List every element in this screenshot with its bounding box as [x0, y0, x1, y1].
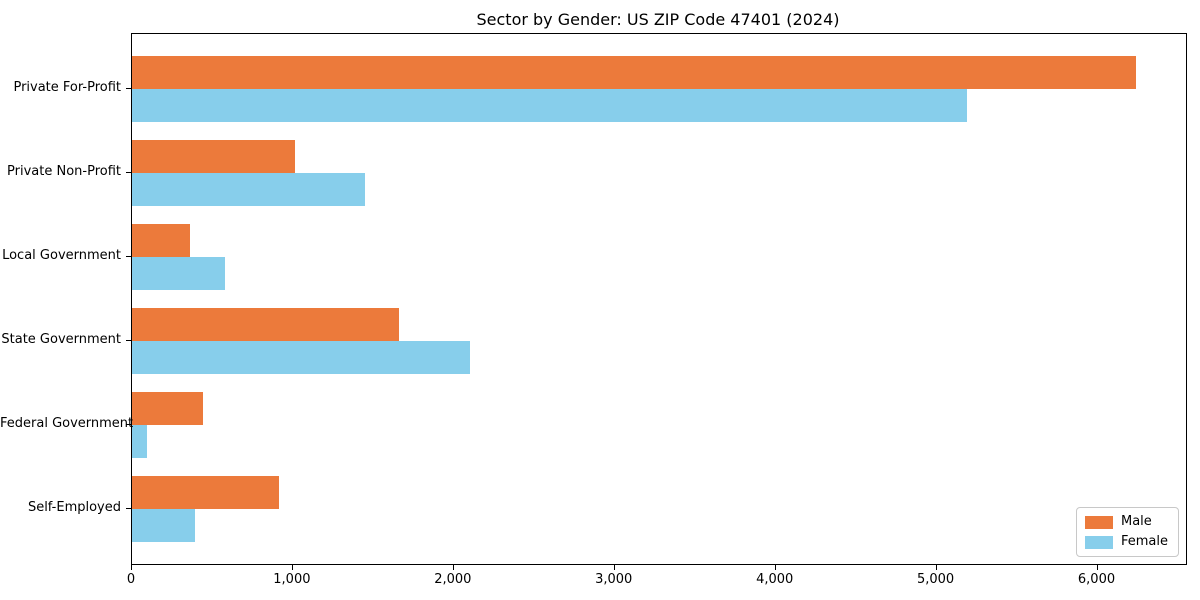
- y-axis-label-private-for-profit: Private For-Profit: [13, 80, 121, 95]
- x-tick-label: 3,000: [595, 572, 633, 587]
- chart-title: Sector by Gender: US ZIP Code 47401 (202…: [476, 10, 840, 29]
- y-axis-label-state-government: State Government: [1, 332, 121, 347]
- bar-female-federal-government: [132, 425, 148, 458]
- bar-male-federal-government: [132, 392, 203, 425]
- x-tick-label: 6,000: [1077, 572, 1116, 587]
- bar-female-private-non-profit: [132, 173, 366, 206]
- legend-label-female: Female: [1120, 534, 1168, 549]
- legend: Male Female: [1075, 507, 1179, 557]
- x-tick-mark: [935, 565, 937, 570]
- x-tick-label: 5,000: [916, 572, 955, 587]
- bar-female-state-government: [132, 341, 470, 374]
- x-tick-mark: [613, 565, 615, 570]
- x-tick-label: 1,000: [273, 572, 311, 587]
- legend-item-male: Male: [1084, 514, 1168, 529]
- legend-swatch-male: [1084, 515, 1113, 529]
- bar-female-private-for-profit: [132, 89, 968, 122]
- y-tick-mark: [126, 340, 131, 341]
- x-tick-mark: [291, 565, 293, 570]
- bar-male-state-government: [132, 308, 400, 341]
- x-tick-mark: [774, 565, 776, 570]
- x-tick-mark: [452, 565, 454, 570]
- x-tick-label: 0: [126, 572, 136, 587]
- bar-male-local-government: [132, 224, 190, 257]
- y-axis-label-self-employed: Self-Employed: [27, 500, 121, 515]
- y-axis-label-local-government: Local Government: [2, 248, 121, 263]
- legend-item-female: Female: [1084, 534, 1168, 549]
- bar-female-self-employed: [132, 509, 195, 542]
- bar-female-local-government: [132, 257, 226, 290]
- x-tick-label: 4,000: [756, 572, 794, 587]
- x-tick-mark: [1096, 565, 1098, 570]
- bar-male-private-for-profit: [132, 56, 1137, 89]
- y-tick-mark: [126, 256, 131, 257]
- x-tick-label: 2,000: [434, 572, 472, 587]
- legend-label-male: Male: [1120, 514, 1152, 529]
- y-tick-mark: [126, 424, 131, 425]
- legend-swatch-female: [1084, 535, 1113, 549]
- x-tick-mark: [131, 565, 132, 570]
- y-tick-mark: [126, 172, 131, 173]
- y-axis-label-private-non-profit: Private Non-Profit: [7, 164, 121, 179]
- plot-area: Male Female: [131, 33, 1187, 565]
- y-tick-mark: [126, 88, 131, 89]
- bar-male-self-employed: [132, 476, 280, 509]
- y-axis-label-federal-government: Federal Government: [0, 416, 134, 431]
- y-tick-mark: [126, 508, 131, 509]
- bar-male-private-non-profit: [132, 140, 295, 173]
